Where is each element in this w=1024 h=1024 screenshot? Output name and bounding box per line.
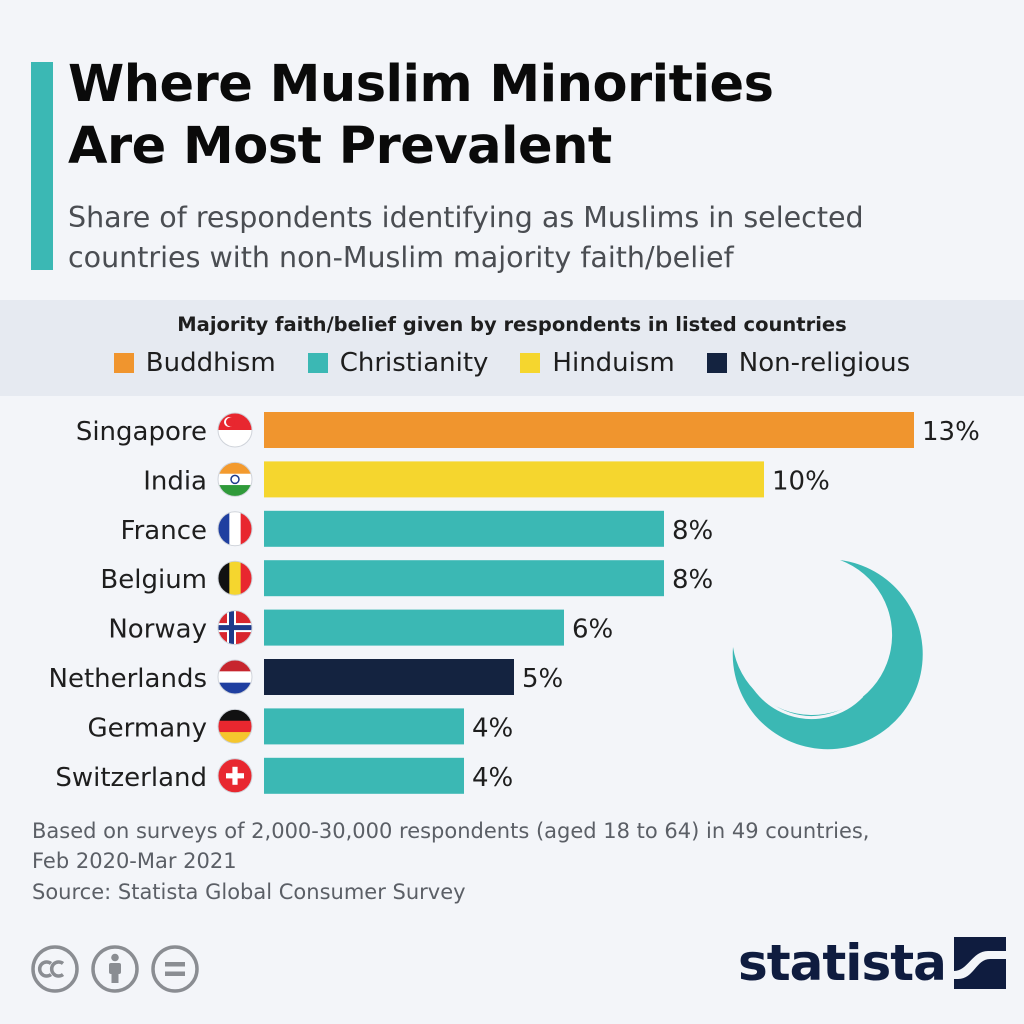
bar-singapore <box>264 412 914 448</box>
netherlands-flag-icon <box>217 659 253 695</box>
source-note: Source: Statista Global Consumer Survey <box>32 880 466 904</box>
category-label: Singapore <box>76 417 207 447</box>
subtitle-line-2: countries with non-Muslim majority faith… <box>68 241 734 274</box>
legend-item-hinduism: Hinduism <box>520 348 675 378</box>
chart-title: Where Muslim Minorities Are Most Prevale… <box>68 54 998 178</box>
subtitle-line-1: Share of respondents identifying as Musl… <box>68 201 864 234</box>
bar-row-netherlands: Netherlands 5% <box>49 659 563 695</box>
legend-label: Hinduism <box>552 348 675 378</box>
bar-france <box>264 510 664 547</box>
legend-item-buddhism: Buddhism <box>113 348 276 378</box>
legend-label: Christianity <box>339 348 489 378</box>
bar-germany <box>264 708 464 745</box>
legend-heading: Majority faith/belief given by responden… <box>177 313 847 336</box>
singapore-flag-icon <box>217 412 253 448</box>
belgium-flag-icon <box>217 560 253 596</box>
value-label: 4% <box>472 763 513 793</box>
no-derivatives-icon[interactable] <box>150 944 200 994</box>
category-label: Netherlands <box>49 664 208 694</box>
bar-india <box>264 461 764 498</box>
category-label: France <box>121 516 207 546</box>
survey-note: Based on surveys of 2,000-30,000 respond… <box>32 816 992 876</box>
statista-logo[interactable]: statista <box>738 934 1006 992</box>
bar-row-france: France 8% <box>121 510 713 547</box>
france-flag-icon <box>217 511 253 547</box>
bar-norway <box>264 609 564 646</box>
value-label: 6% <box>572 615 613 645</box>
bar-row-germany: Germany 4% <box>87 708 513 745</box>
germany-flag-icon <box>217 708 253 744</box>
value-label: 8% <box>672 516 713 546</box>
title-line-2: Are Most Prevalent <box>68 117 612 176</box>
legend-swatch <box>706 353 727 373</box>
bar-belgium <box>264 560 664 597</box>
bar-row-switzerland: Switzerland 4% <box>55 757 513 794</box>
legend-item-non-religious: Non-religious <box>706 348 911 378</box>
statista-mark-icon <box>953 937 1006 989</box>
value-label: 5% <box>522 664 563 694</box>
legend: Buddhism Christianity Hinduism Non-religiou… <box>0 348 1024 378</box>
norway-flag-icon <box>217 610 253 646</box>
bar-row-norway: Norway 6% <box>108 609 613 646</box>
survey-note-line-1: Based on surveys of 2,000-30,000 respond… <box>32 819 870 843</box>
legend-label: Non-religious <box>738 348 911 378</box>
chart-subtitle: Share of respondents identifying as Musl… <box>68 198 1008 278</box>
bar-row-india: India 10% <box>143 461 830 498</box>
category-label: Belgium <box>100 565 207 595</box>
legend-swatch <box>520 353 541 373</box>
bar-row-belgium: Belgium 8% <box>100 560 713 597</box>
legend-swatch <box>113 353 134 373</box>
bar-row-singapore: Singapore 13% <box>76 412 980 448</box>
value-label: 8% <box>672 565 713 595</box>
category-label: Switzerland <box>55 763 207 793</box>
legend-swatch <box>307 353 328 373</box>
switzerland-flag-icon <box>217 758 253 794</box>
attribution-icon[interactable] <box>90 944 140 994</box>
bar-netherlands <box>264 659 514 695</box>
india-flag-icon <box>217 461 253 497</box>
license-icons <box>30 944 200 994</box>
title-line-1: Where Muslim Minorities <box>68 55 774 114</box>
legend-item-christianity: Christianity <box>307 348 489 378</box>
legend-label: Buddhism <box>145 348 276 378</box>
category-label: Germany <box>87 713 207 743</box>
title-accent-bar <box>31 62 53 270</box>
bar-switzerland <box>264 757 464 794</box>
category-label: Norway <box>108 615 207 645</box>
value-label: 13% <box>922 417 980 447</box>
value-label: 10% <box>772 466 830 496</box>
category-label: India <box>143 466 207 496</box>
crescent-moon-icon <box>732 560 923 750</box>
cc-icon[interactable] <box>30 944 80 994</box>
value-label: 4% <box>472 713 513 743</box>
bar-chart: Singapore 13% India 10% France 8% Belgium 8% Nor… <box>49 412 980 794</box>
brand-wordmark: statista <box>738 934 947 992</box>
legend-panel <box>0 300 1024 396</box>
survey-note-line-2: Feb 2020-Mar 2021 <box>32 849 237 873</box>
